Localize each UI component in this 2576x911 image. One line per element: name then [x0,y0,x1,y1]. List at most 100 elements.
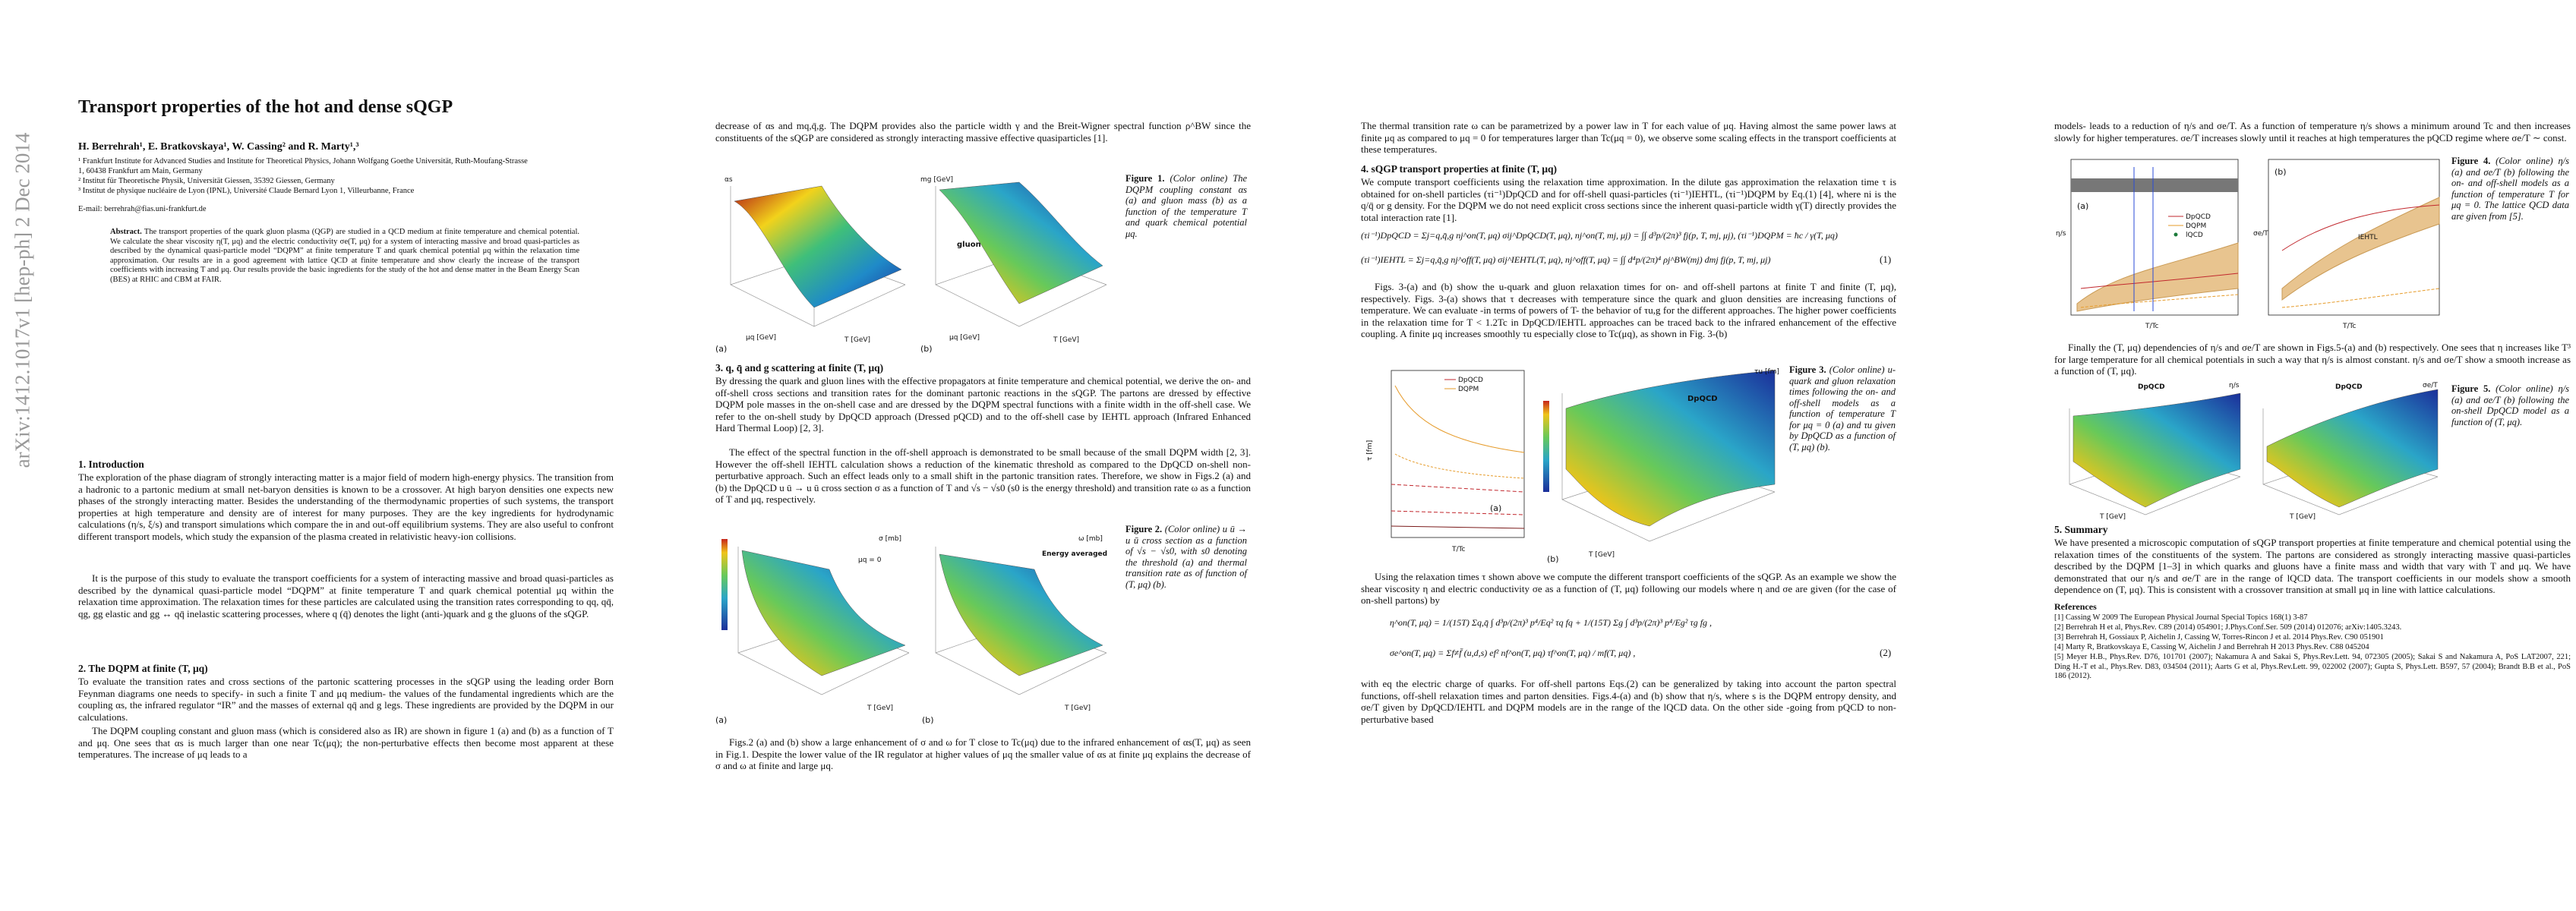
z-axis-label: η/s [2229,382,2240,389]
panel-label: (b) [1547,554,1559,564]
equation-line: (τi⁻¹)DpQCD = Σj=q,q̄,g nj^on(T, μq) σij… [1361,230,1838,241]
paragraph: The DQPM coupling constant and gluon mas… [78,725,614,760]
figure-caption: Figure 2. (Color online) u ū → u ū cross… [1125,524,1247,590]
x-axis-label: T/Tc [2342,323,2356,330]
authors: H. Berrehrah¹, E. Bratkovskaya¹, W. Cass… [78,141,359,153]
panel-label: (a) [715,344,727,354]
section-heading: 5. Summary [2054,524,2108,535]
x-axis-label: T [GeV] [867,705,893,712]
caption-text: (Color online) η/s (a) and σe/T (b) foll… [2451,156,2569,222]
figure-caption: Figure 5. (Color online) η/s (a) and σe/… [2451,383,2569,427]
paragraph: Figs.2 (a) and (b) show a large enhancem… [715,736,1251,771]
caption-text: (Color online) η/s (a) and σe/T (b) foll… [2451,383,2569,427]
panel-label: (a) [2077,201,2088,211]
y-axis-label: σe/T [2253,230,2268,238]
caption-text: (Color online) u-quark and gluon relaxat… [1789,364,1896,452]
paragraph: decrease of αs and mq,q̄,g. The DQPM pro… [715,120,1251,143]
paragraph: with eq the electric charge of quarks. F… [1361,678,1896,725]
x-axis-label: T [GeV] [1053,336,1079,344]
lattice-band [2071,178,2238,192]
reference: [4] Marty R, Bratkovskaya E, Cassing W, … [2054,643,2369,651]
y-axis-label: τ [fm] [1366,440,1374,461]
paragraph: The effect of the spectral function in t… [715,446,1251,505]
x-axis-label: T/Tc [2145,323,2158,330]
figure-caption: Figure 1. (Color online) The DQPM coupli… [1125,173,1247,239]
section-heading: 3. q, q̄ and g scattering at finite (T, … [715,362,884,374]
paragraph: Using the relaxation times τ shown above… [1361,571,1896,606]
paragraph: By dressing the quark and gluon lines wi… [715,375,1251,433]
paragraph: The thermal transition rate ω can be par… [1361,120,1896,155]
abstract: Abstract. The transport properties of th… [110,228,579,285]
z-axis-label: ω [mb] [1078,535,1103,543]
caption-label: Figure 4. [2451,156,2491,166]
z-axis-label: mg [GeV] [920,176,953,184]
paragraph: We have presented a microscopic computat… [2054,537,2571,595]
z-axis-label: αs [724,176,733,184]
panel-title: DpQCD [2335,383,2363,391]
equation-number: (1) [1880,254,1892,265]
figure-1: αs mg [GeV] gluon T [GeV] μq [GeV] T [Ge… [715,176,1107,354]
legend-entry: lQCD [2186,232,2203,239]
panel-label: (b) [922,715,934,725]
paragraph: The exploration of the phase diagram of … [78,471,614,542]
reference: [1] Cassing W 2009 The European Physical… [2054,613,2308,622]
y-axis-label: μq [GeV] [746,334,776,342]
equation-line: σe^on(T, μq) = Σf≠f̄ (u,d,s) ef² nf^on(T… [1390,648,1636,658]
abstract-label: Abstract. [110,228,142,236]
panel-title: DpQCD [2138,383,2165,391]
z-axis-label: σe/T [2423,382,2438,389]
section-heading: 1. Introduction [78,459,144,470]
caption-text: (Color online) The DQPM coupling constan… [1125,173,1247,239]
legend-entry: DpQCD [1458,377,1483,384]
paragraph: To evaluate the transition rates and cro… [78,676,614,723]
x-axis-label: T [GeV] [1588,551,1615,559]
paragraph: Figs. 3-(a) and (b) show the u-quark and… [1361,281,1896,339]
figure-5: DpQCD DpQCD η/s σe/T T [GeV] T [GeV] [2069,382,2438,521]
panel-label: (a) [1490,503,1501,513]
email: E-mail: berrehrah@fias.uni-frankfurt.de [78,205,207,213]
inner-label: Energy averaged [1042,550,1107,558]
paper-title: Transport properties of the hot and dens… [78,97,453,117]
figure-caption: Figure 4. (Color online) η/s (a) and σe/… [2451,156,2569,222]
panel-label: (b) [920,344,933,354]
caption-label: Figure 5. [2451,383,2491,394]
x-axis-label: T [GeV] [1064,705,1091,712]
z-axis-label: τu [fm] [1754,368,1779,376]
caption-label: Figure 3. [1789,364,1826,375]
x-axis-label: T [GeV] [2099,513,2126,521]
reference: [2] Berrehrah H et al, Phys.Rev. C89 (20… [2054,623,2402,632]
x-axis-label: T [GeV] [2289,513,2316,521]
paragraph: Finally the (T, μq) dependencies of η/s … [2054,342,2571,377]
equation-line: (τi⁻¹)IEHTL = Σj=q,q̄,g nj^off(T, μq) σi… [1361,254,1771,265]
reference: [5] Meyer H.B., Phys.Rev. D76, 101701 (2… [2054,653,2571,680]
figure-4: DpQCD DQPM lQCD T/Tc η/s (a) IEHTL T/Tc … [2056,159,2440,330]
legend-entry: DpQCD [2186,213,2211,221]
caption-label: Figure 2. [1125,524,1163,534]
references-heading: References [2054,601,2097,612]
section-heading: 4. sQGP transport properties at finite (… [1361,163,1558,175]
figure-2: σ [mb] ω [mb] μq = 0 Energy averaged T [… [715,535,1107,725]
figure-3: DpQCD DQPM τ [fm] T/Tc (a) τu [fm] DpQCD… [1366,368,1779,564]
section-heading: 2. The DQPM at finite (T, μq) [78,663,208,674]
affiliation: ¹ Frankfurt Institute for Advanced Studi… [78,157,528,175]
color-bar [1543,401,1549,492]
reference: [3] Berrehrah H, Gossiaux P, Aichelin J,… [2054,633,2384,641]
paragraph: models- leads to a reduction of η/s and … [2054,120,2571,143]
y-axis-label: μq [GeV] [949,334,980,342]
inner-label: gluon [957,241,981,249]
abstract-text: The transport properties of the quark gl… [110,228,579,284]
equation-line: η^on(T, μq) = 1/(15T) Σq,q̄ ∫ d³p/(2π)³ … [1390,617,1713,628]
z-axis-label: σ [mb] [879,535,901,543]
equation-number: (2) [1880,647,1892,658]
band-label: IEHTL [2358,234,2378,241]
paragraph: We compute transport coefficients using … [1361,176,1896,223]
caption-text: (Color online) u ū → u ū cross section a… [1125,524,1247,590]
legend-entry: DQPM [2186,222,2206,230]
caption-label: Figure 1. [1125,173,1165,184]
arxiv-stamp: arXiv:1412.1017v1 [hep-ph] 2 Dec 2014 [11,132,34,468]
inner-label: DpQCD [1687,395,1718,403]
panel-label: (b) [2275,167,2287,177]
legend-entry: DQPM [1458,386,1479,393]
affiliation: ³ Institut de physique nucléaire de Lyon… [78,187,415,195]
